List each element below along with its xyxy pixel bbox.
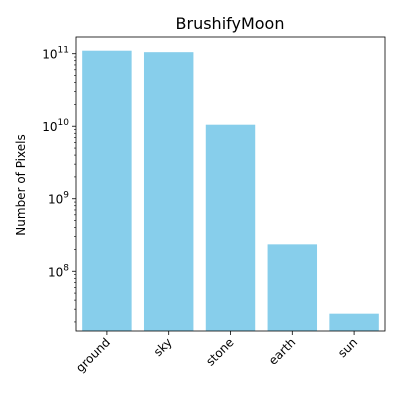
plot-frame bbox=[75, 36, 386, 332]
y-tick-exponent: 11 bbox=[58, 46, 69, 56]
y-tick-base: 10 bbox=[48, 265, 63, 279]
bar-sun bbox=[329, 313, 379, 331]
bar-stone bbox=[205, 124, 256, 332]
y-tick-label: 1011 bbox=[42, 46, 69, 62]
y-tick-base: 10 bbox=[42, 48, 57, 62]
chart-title: BrushifyMoon bbox=[176, 14, 285, 33]
y-tick-exponent: 9 bbox=[63, 191, 69, 201]
bar-sky bbox=[143, 52, 194, 331]
y-tick-base: 10 bbox=[48, 193, 63, 207]
y-tick-exponent: 8 bbox=[63, 263, 69, 273]
y-tick-base: 10 bbox=[42, 120, 57, 134]
y-axis-label: Number of Pixels bbox=[14, 134, 28, 235]
y-tick-label: 108 bbox=[48, 263, 69, 279]
bar-ground bbox=[82, 50, 132, 332]
y-tick-exponent: 10 bbox=[58, 118, 70, 128]
bars-group bbox=[82, 50, 379, 332]
bar-earth bbox=[267, 244, 318, 331]
y-tick-label: 1010 bbox=[42, 118, 69, 134]
y-tick-label: 109 bbox=[48, 191, 69, 207]
